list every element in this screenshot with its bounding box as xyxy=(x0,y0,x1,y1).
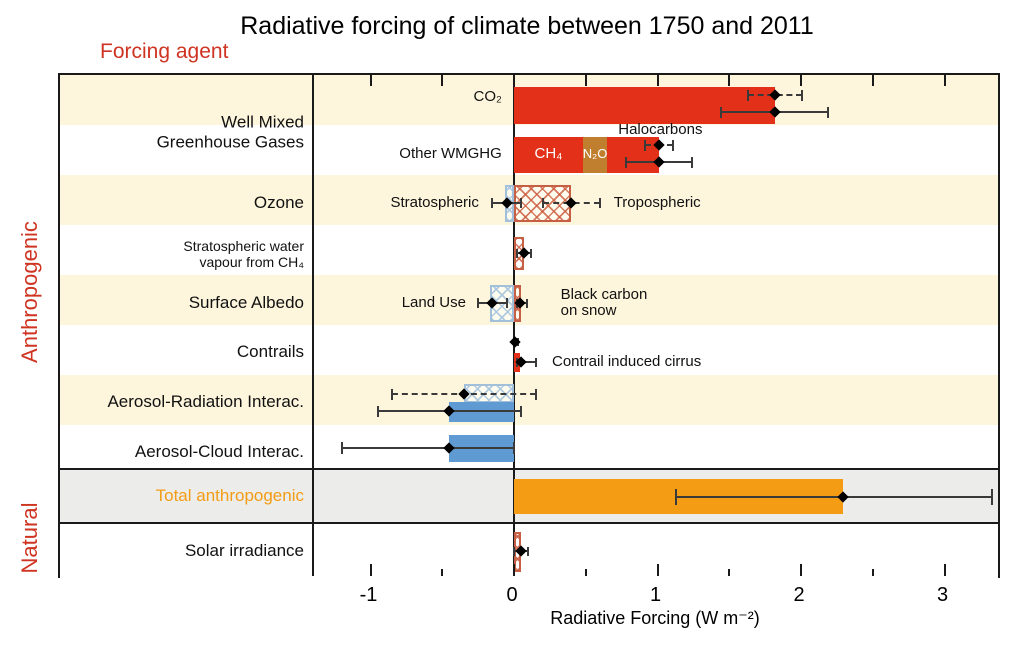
x-tick-label-0: 0 xyxy=(506,584,518,606)
ozone-trop-range-cap xyxy=(541,198,544,208)
top-tick xyxy=(441,75,444,86)
top-tick xyxy=(584,75,587,86)
row-label-solar-irradiance: Solar irradiance xyxy=(184,541,304,561)
zero-line xyxy=(513,75,515,576)
x-tick-label--1: -1 xyxy=(359,584,378,606)
total-anthropogenic-range-cap xyxy=(990,489,993,505)
x-tick-label-3: 3 xyxy=(936,584,949,606)
land-use-range-cap xyxy=(505,298,508,308)
top-tick xyxy=(943,75,946,86)
bottom-minor-tick xyxy=(441,569,444,576)
land-use-range-cap xyxy=(477,298,480,308)
top-tick xyxy=(656,75,659,86)
rfari-range-cap xyxy=(391,388,394,400)
wmghg-rf-range-cap xyxy=(672,139,675,151)
ozone-trop-range-cap xyxy=(599,198,602,208)
n2o-bar xyxy=(582,137,608,173)
ozone-strat-range-cap xyxy=(491,198,494,208)
total-anthropogenic-range xyxy=(676,496,992,498)
solar-range-cap xyxy=(513,546,515,556)
row-band-aerosol-radiation xyxy=(60,375,998,425)
total-anthropogenic-range-cap xyxy=(675,489,678,505)
chart-plot-box: CO₂ Other WMGHG CH₄ N₂O Halocarbons Stratosph… xyxy=(58,73,1000,580)
co2-erf-range-cap xyxy=(719,106,722,118)
bottom-minor-tick xyxy=(871,569,874,576)
annotation-black-carbon-on-snow: Black carbon on snow xyxy=(560,285,648,319)
annotation-co2: CO₂ xyxy=(473,87,502,105)
erfaci-range xyxy=(341,447,514,449)
rfari-range-cap xyxy=(534,388,537,400)
bottom-major-tick xyxy=(800,564,802,576)
annotation-tropospheric: Tropospheric xyxy=(613,193,701,211)
co2-erf-range-cap xyxy=(827,106,830,118)
co2-bar xyxy=(514,87,776,124)
strat-wv-range-cap xyxy=(530,248,533,258)
bottom-major-tick xyxy=(943,564,946,576)
annotation-n2o: N₂O xyxy=(582,145,608,161)
bottom-minor-tick xyxy=(584,569,587,576)
bottom-major-tick xyxy=(369,564,372,576)
row-label-ozone: Ozone xyxy=(253,193,304,213)
top-tick xyxy=(728,75,731,86)
top-tick xyxy=(871,75,874,86)
ch4-bar xyxy=(514,137,583,173)
annotation-land-use: Land Use xyxy=(401,293,466,311)
row-band-strat-water-vapour xyxy=(60,225,998,275)
strat-wv-range-cap xyxy=(515,248,518,258)
row-label-total-anthropogenic: Total anthropogenic xyxy=(155,486,304,506)
x-tick-label-2: 2 xyxy=(793,584,805,606)
label-column-divider xyxy=(312,75,314,576)
erfari-range-cap xyxy=(520,405,523,417)
wmghg-erf-range-cap xyxy=(690,156,693,168)
chart-title: Radiative forcing of climate between 175… xyxy=(240,12,814,40)
top-tick xyxy=(369,75,372,86)
row-label-contrails: Contrails xyxy=(236,342,304,362)
row-separator-0 xyxy=(60,468,998,470)
row-band-surface-albedo xyxy=(60,275,998,325)
row-label-aerosol-radiation: Aerosol-Radiation Interac. xyxy=(107,392,304,412)
bottom-minor-tick xyxy=(728,569,731,576)
wmghg-rf-range-cap xyxy=(643,139,646,151)
forcing-agent-label: Forcing agent xyxy=(100,40,229,63)
contrail-cirrus-range-cap xyxy=(534,357,537,367)
row-band-contrails xyxy=(60,325,998,375)
solar-range-cap xyxy=(527,546,530,556)
row-band-aerosol-cloud xyxy=(60,425,998,469)
row-label-surface-albedo: Surface Albedo xyxy=(188,293,304,313)
natural-axis-label: Natural xyxy=(17,502,42,574)
co2-rf-range-cap xyxy=(746,89,749,101)
bottom-major-tick xyxy=(656,564,659,576)
annotation-halocarbons: Halocarbons xyxy=(618,120,703,138)
bc-snow-range-cap xyxy=(525,298,528,308)
row-label-aerosol-cloud: Aerosol-Cloud Interac. xyxy=(134,442,304,462)
annotation-stratospheric: Stratospheric xyxy=(390,193,479,211)
anthropogenic-axis-label: Anthropogenic xyxy=(17,221,42,363)
row-label-wmghg: Well Mixed Greenhouse Gases xyxy=(156,112,304,151)
top-tick xyxy=(513,75,515,86)
bottom-major-tick xyxy=(513,564,515,576)
x-tick-label-1: 1 xyxy=(649,584,662,606)
co2-rf-range-cap xyxy=(801,89,804,101)
x-axis-title: Radiative Forcing (W m⁻²) xyxy=(550,608,760,628)
annotation-other-wmghg: Other WMGHG xyxy=(399,144,502,162)
erfaci-range-cap xyxy=(513,442,515,454)
annotation-ch4: CH₄ xyxy=(534,144,563,162)
annotation-contrail-induced-cirrus: Contrail induced cirrus xyxy=(552,352,702,370)
ozone-strat-range-cap xyxy=(520,198,523,208)
row-separator-1 xyxy=(60,522,998,524)
erfari-bar xyxy=(449,402,514,422)
wmghg-erf-range-cap xyxy=(624,156,627,168)
row-label-strat-wv: Stratospheric water vapour from CH₄ xyxy=(183,237,304,270)
erfari-range-cap xyxy=(376,405,379,417)
halocarbons-bar xyxy=(607,137,659,173)
erfaci-range-cap xyxy=(340,442,343,454)
top-tick xyxy=(800,75,802,86)
